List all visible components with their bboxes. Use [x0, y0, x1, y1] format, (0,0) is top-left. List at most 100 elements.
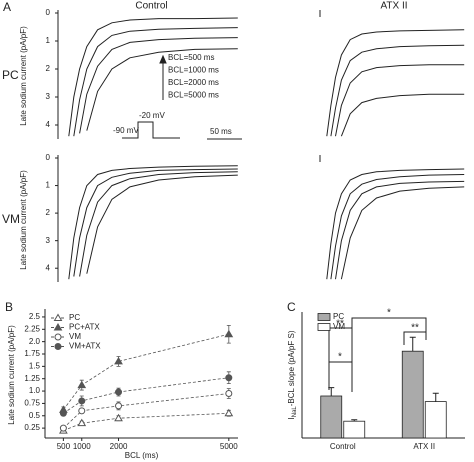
y-tick-label: 3: [46, 92, 51, 101]
panel-title: Control: [135, 1, 167, 12]
trace: [335, 180, 465, 280]
annotation: -90 mV: [113, 126, 139, 135]
y-axis-label-main: Late sodium current (pA/pF): [19, 26, 28, 126]
protocol-step: [122, 121, 180, 139]
y-tick-label: 2.25: [24, 324, 40, 333]
row-label: VM: [2, 212, 20, 226]
legend-marker: [54, 333, 62, 341]
y-tick-label: 0.5: [29, 411, 41, 420]
y-tick-label: 1: [46, 36, 51, 45]
trace: [73, 27, 238, 137]
trace: [63, 393, 229, 429]
bar: [320, 395, 343, 439]
legend-label: PC: [333, 312, 344, 321]
significance-bracket: [328, 361, 353, 392]
marker: [115, 402, 123, 410]
annotation: **: [336, 319, 344, 330]
trace: [330, 174, 465, 280]
legend-marker: [53, 323, 63, 331]
legend-label: PC: [69, 313, 80, 322]
y-axis-label: INaL-BCL slope (pA/pF S): [287, 330, 297, 419]
significance-bracket: [351, 317, 427, 340]
marker: [114, 356, 123, 365]
bar: [343, 420, 366, 439]
trace: [326, 168, 465, 280]
y-axis-label-suffix: -BCL slope (pA/pF S): [287, 330, 296, 406]
y-tick-label: 2: [46, 64, 51, 73]
marker: [224, 408, 234, 417]
marker: [115, 388, 123, 396]
y-tick-label: 2.0: [29, 337, 41, 346]
x-tick-label: 5000: [220, 442, 238, 451]
trace: [340, 186, 465, 280]
annotation: **: [411, 323, 419, 334]
y-axis-label-main: Late sodium current (pA/pF): [7, 325, 16, 425]
significance-bracket: [328, 327, 353, 362]
trace: [63, 333, 229, 411]
legend-label: BCL=1000 ms: [168, 66, 219, 75]
y-tick-label: 2.5: [29, 312, 41, 321]
error-bar: [409, 336, 416, 352]
trace: [86, 48, 238, 131]
x-tick-label: 1000: [73, 442, 91, 451]
marker: [77, 418, 87, 427]
panel-label: C: [287, 300, 296, 314]
legend-marker: [53, 313, 63, 321]
trace: [73, 168, 238, 277]
y-axis-label-main: I: [287, 417, 296, 419]
y-tick-label: 1.0: [29, 386, 41, 395]
legend-label: BCL=5000 ms: [168, 91, 219, 100]
y-tick-label: 1: [46, 181, 51, 190]
trace: [340, 93, 465, 137]
trace: [63, 412, 229, 431]
trace: [335, 64, 465, 137]
y-tick-label: 4: [46, 120, 51, 129]
annotation: -20 mV: [139, 111, 165, 120]
trace: [79, 37, 238, 134]
panel-label: A: [3, 0, 11, 14]
decorations: [122, 10, 427, 392]
significance-bracket: [403, 331, 427, 345]
legend-label: BCL=500 ms: [168, 53, 214, 62]
trace: [79, 171, 238, 277]
y-axis-label-subscript: NaL: [292, 406, 298, 418]
trace: [68, 165, 238, 280]
y-tick-label: 0: [46, 8, 51, 17]
bar: [401, 350, 424, 439]
arrow-head: [159, 54, 167, 64]
y-axis-label-main: Late sodium current (pA/pF): [19, 170, 28, 270]
legend-label: PC+ATX: [69, 323, 100, 332]
y-axis-label: Late sodium current (pA/pF): [7, 325, 16, 425]
error-bar: [432, 392, 439, 402]
x-tick-label: 2000: [110, 442, 128, 451]
marker: [59, 409, 67, 417]
legend-swatch: [317, 323, 331, 331]
annotation: 50 ms: [210, 127, 232, 136]
trace: [326, 29, 465, 137]
trace: [86, 174, 238, 274]
marker: [224, 329, 234, 338]
legend-label: VM+ATX: [69, 342, 101, 351]
bar: [424, 401, 447, 439]
legend-label: BCL=2000 ms: [168, 78, 219, 87]
y-tick-label: 1.25: [24, 374, 40, 383]
legend-marker: [54, 343, 62, 350]
trace: [330, 44, 465, 137]
y-tick-label: 1.5: [29, 361, 41, 370]
marker: [225, 390, 233, 398]
y-tick-label: 0: [46, 153, 51, 162]
legend-label: VM: [69, 332, 81, 341]
x-tick-label: 500: [57, 442, 71, 451]
annotation: *: [387, 308, 391, 319]
annotation: *: [338, 352, 342, 363]
y-tick-label: 4: [46, 263, 51, 272]
marker: [78, 397, 86, 405]
y-tick-label: 1.75: [24, 349, 40, 358]
marker: [225, 374, 233, 382]
y-axis-label: Late sodium current (pA/pF): [19, 170, 28, 270]
x-axis-label: BCL (ms): [125, 451, 159, 460]
y-tick-label: 0.75: [24, 399, 40, 408]
trace: [63, 377, 229, 414]
